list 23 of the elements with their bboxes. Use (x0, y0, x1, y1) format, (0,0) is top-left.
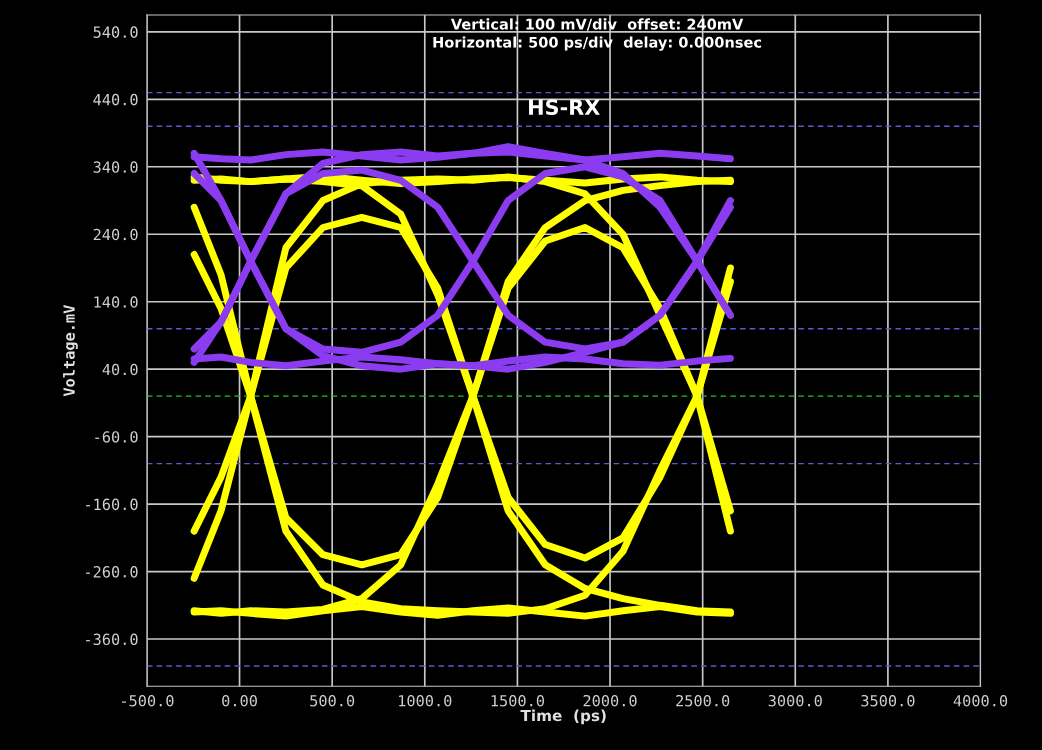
x-tick-label: 3500.0 (861, 694, 915, 707)
x-tick-label: 1500.0 (491, 694, 545, 707)
x-tick-label: 4000.0 (953, 694, 1008, 707)
y-tick-label: 540.0 (93, 26, 138, 38)
x-tick-label: 0.00 (222, 694, 257, 707)
x-axis-title: Time (ps) (520, 709, 606, 725)
x-tick-label: 1000.0 (399, 694, 452, 707)
x-tick-label: 3000.0 (768, 694, 822, 707)
y-tick-label: 440.0 (93, 93, 138, 106)
x-tick-label: -500.0 (121, 694, 174, 707)
text: HS-RX (529, 99, 600, 116)
y-tick-label: -360.0 (86, 633, 138, 646)
y-tick-label: -260.0 (86, 566, 138, 578)
y-tick-label: -60.0 (95, 431, 138, 443)
x-tick-label: 2000.0 (583, 694, 637, 707)
y-tick-label: -160.0 (86, 498, 138, 511)
y-tick-label: 40.0 (102, 363, 138, 376)
y-tick-label: 340.0 (93, 161, 138, 173)
y-tick-label: 140.0 (94, 296, 138, 308)
x-tick-label: 500.0 (310, 694, 355, 707)
x-tick-label: 2500.0 (676, 694, 730, 707)
y-tick-label: 240.0 (93, 228, 138, 241)
y-axis-title: Voltage.mV (63, 305, 78, 397)
